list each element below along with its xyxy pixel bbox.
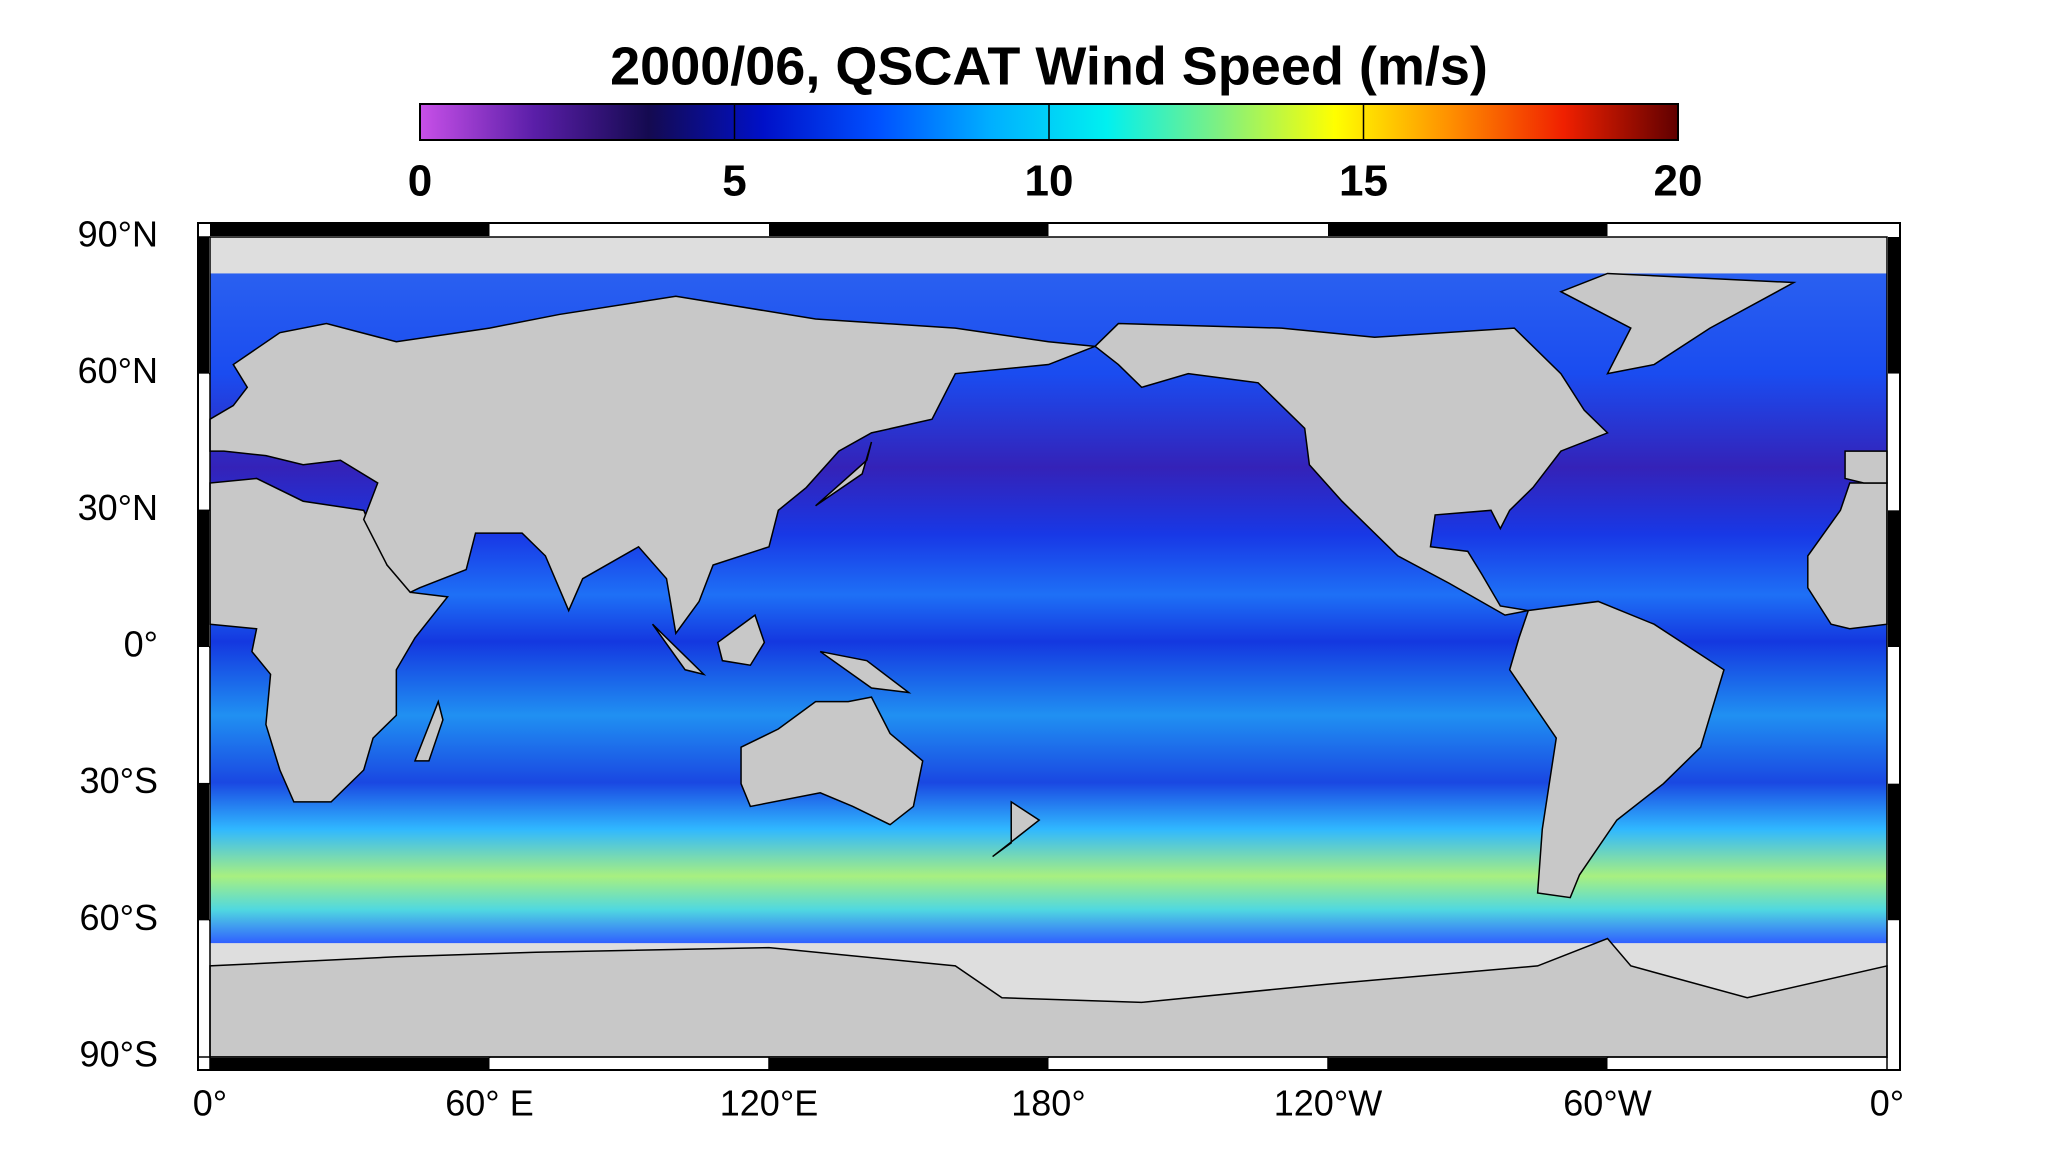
land xyxy=(651,623,707,676)
land xyxy=(1807,482,1888,630)
colorbar-tick-label: 0 xyxy=(408,157,432,206)
colorbar-tick-label: 10 xyxy=(1025,157,1074,206)
land xyxy=(209,295,1096,636)
colorbar-tick-label: 5 xyxy=(722,157,746,206)
land xyxy=(1844,450,1888,484)
colorbar-tick-label: 15 xyxy=(1339,157,1388,206)
frame-band xyxy=(1607,1058,1887,1069)
frame-band xyxy=(199,920,209,1057)
frame-band xyxy=(210,1058,490,1069)
land xyxy=(819,650,912,694)
frame-band xyxy=(1888,783,1899,921)
map-border xyxy=(209,236,1888,1058)
frame-band xyxy=(1607,224,1887,236)
frame-band xyxy=(769,1058,1049,1069)
lon-tick-label: 0° xyxy=(1870,1083,1904,1124)
land xyxy=(992,800,1041,858)
frame-band xyxy=(1888,647,1899,784)
map xyxy=(209,237,1888,1058)
lat-tick-label: 60°N xyxy=(78,350,158,391)
frame-band xyxy=(489,224,769,236)
lat-tick-label: 90°S xyxy=(80,1034,158,1075)
lon-tick-label: 120°W xyxy=(1274,1083,1382,1124)
frame-band xyxy=(1888,510,1899,647)
land xyxy=(740,696,924,826)
land xyxy=(413,699,444,762)
land xyxy=(1093,322,1609,616)
frame-band xyxy=(199,647,209,784)
lon-tick-label: 60° E xyxy=(445,1083,533,1124)
frame-band xyxy=(769,224,1049,236)
frame-band xyxy=(210,224,490,236)
frame-band xyxy=(199,783,209,921)
colorbar-tick-label: 20 xyxy=(1654,157,1703,206)
frame-band xyxy=(1888,237,1899,374)
title: 2000/06, QSCAT Wind Speed (m/s) xyxy=(610,36,1488,96)
frame-band xyxy=(1048,224,1328,236)
lon-tick-label: 180° xyxy=(1011,1083,1085,1124)
frame-band xyxy=(1048,1058,1328,1069)
land xyxy=(209,477,449,803)
lat-tick-label: 90°N xyxy=(78,214,158,255)
lon-tick-label: 0° xyxy=(193,1083,227,1124)
lon-tick-label: 120°E xyxy=(720,1083,818,1124)
frame-band xyxy=(1888,920,1899,1057)
land xyxy=(1508,600,1725,899)
frame-band xyxy=(1888,373,1899,511)
land xyxy=(1559,272,1797,375)
frame-band xyxy=(489,1058,769,1069)
land xyxy=(716,613,766,667)
land xyxy=(815,441,873,507)
lon-tick-label: 60°W xyxy=(1563,1083,1651,1124)
frame-band xyxy=(199,510,209,647)
frame-band xyxy=(1328,224,1608,236)
frame-band xyxy=(199,237,209,374)
lat-tick-label: 60°S xyxy=(80,897,158,938)
lat-tick-label: 30°S xyxy=(80,760,158,801)
frame-band xyxy=(1328,1058,1608,1069)
lat-tick-label: 0° xyxy=(124,624,158,665)
land xyxy=(209,937,1888,1058)
lat-tick-label: 30°N xyxy=(78,487,158,528)
frame-band xyxy=(199,373,209,511)
